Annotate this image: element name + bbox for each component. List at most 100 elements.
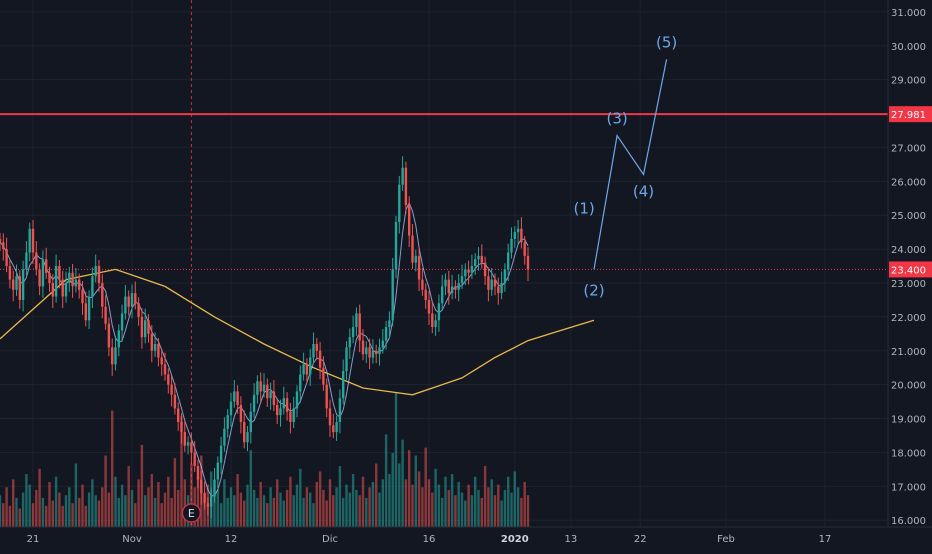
candle-body bbox=[384, 327, 388, 341]
candle-body bbox=[71, 272, 74, 287]
candle-body bbox=[497, 286, 500, 294]
candle-body bbox=[233, 391, 236, 402]
volume-bar bbox=[84, 505, 87, 527]
price-axis[interactable]: 16.000 17.000 18.000 19.000 20.000 21.000 22.0… bbox=[887, 0, 932, 550]
volume-bar bbox=[157, 482, 160, 527]
price-tick-label: 23.000 bbox=[891, 279, 926, 290]
candle-body bbox=[457, 282, 460, 290]
volume-bar bbox=[12, 479, 15, 527]
candle-body bbox=[180, 421, 183, 433]
time-tick-label: Nov bbox=[122, 534, 142, 545]
volume-bar bbox=[480, 497, 483, 527]
wave-label: (5) bbox=[656, 33, 677, 51]
volume-bar bbox=[74, 463, 78, 527]
volume-bar bbox=[216, 489, 219, 527]
volume-bar bbox=[114, 476, 117, 527]
candle-body bbox=[368, 347, 371, 358]
volume-bar bbox=[104, 455, 107, 527]
candle-body bbox=[120, 313, 124, 331]
candle-body bbox=[150, 333, 153, 351]
volume-bar bbox=[101, 487, 104, 527]
candle-body bbox=[45, 259, 48, 273]
candle-body bbox=[335, 421, 338, 433]
price-tick-label: 17.000 bbox=[891, 482, 926, 493]
time-tick-label: Feb bbox=[717, 534, 735, 545]
volume-bar bbox=[299, 468, 302, 527]
volume-bar bbox=[305, 487, 309, 527]
volume-bar bbox=[170, 497, 173, 527]
candle-body bbox=[295, 391, 299, 409]
volume-bar bbox=[150, 474, 153, 527]
time-tick-label: Dic bbox=[322, 534, 338, 545]
volume-bar bbox=[78, 497, 81, 527]
candle-body bbox=[328, 408, 332, 426]
candle-body bbox=[91, 276, 94, 297]
candle-body bbox=[464, 269, 467, 277]
event-badge-label: E bbox=[188, 507, 195, 520]
candle-body bbox=[411, 235, 414, 263]
candle-body bbox=[520, 228, 523, 243]
candle-body bbox=[163, 364, 167, 375]
candle-body bbox=[2, 242, 5, 250]
wave-label: (3) bbox=[606, 110, 627, 128]
volume-bar bbox=[219, 503, 223, 527]
volume-bar bbox=[144, 495, 147, 527]
candle-body bbox=[259, 381, 262, 392]
candle-body bbox=[381, 340, 384, 348]
volume-bar bbox=[447, 489, 450, 527]
candle-body bbox=[97, 266, 101, 283]
volume-bar bbox=[318, 471, 322, 527]
candle-body bbox=[256, 381, 259, 395]
time-axis[interactable]: 21 Nov 12 Dic 16 2020 13 22 Feb 17 bbox=[0, 526, 932, 550]
candle-body bbox=[467, 269, 470, 273]
volume-bar bbox=[256, 497, 259, 527]
candle-body bbox=[309, 357, 312, 375]
candle-body bbox=[140, 316, 144, 338]
volume-bar bbox=[312, 503, 315, 527]
volume-bar bbox=[0, 495, 2, 527]
candle-body bbox=[477, 255, 480, 260]
volume-bar bbox=[411, 484, 414, 527]
candle-body bbox=[371, 350, 375, 358]
candle-body bbox=[243, 421, 246, 443]
price-tick-label: 29.000 bbox=[891, 76, 926, 87]
candle-body bbox=[417, 255, 421, 280]
volume-bar bbox=[18, 508, 21, 527]
volume-bar bbox=[68, 487, 71, 527]
horizontal-levels bbox=[0, 113, 888, 270]
volume-bar bbox=[21, 492, 25, 527]
volume-bar bbox=[421, 487, 424, 527]
volume-bar bbox=[503, 489, 507, 527]
candle-body bbox=[513, 232, 516, 239]
volume-bar bbox=[38, 468, 41, 527]
volume-bar bbox=[173, 458, 177, 527]
volume-bar bbox=[259, 482, 262, 527]
candle-body bbox=[318, 350, 322, 368]
candle-body bbox=[210, 496, 213, 507]
candle-body bbox=[177, 408, 180, 422]
volume-bar bbox=[262, 495, 266, 527]
price-tick-label: 19.000 bbox=[891, 415, 926, 426]
candle-body bbox=[338, 398, 342, 422]
candle-body bbox=[523, 242, 526, 256]
volume-bar bbox=[266, 503, 269, 527]
time-tick-label: 17 bbox=[819, 534, 832, 545]
candle-body bbox=[431, 313, 434, 328]
candle-body bbox=[332, 425, 335, 433]
candle-body bbox=[153, 343, 157, 351]
candle-body bbox=[365, 347, 368, 355]
candle-body bbox=[0, 238, 2, 243]
candle-body bbox=[8, 266, 12, 280]
volume-bar bbox=[160, 503, 163, 527]
volume-bar bbox=[163, 492, 167, 527]
candle-body bbox=[299, 374, 302, 392]
volume-bar bbox=[292, 495, 295, 527]
volume-bar bbox=[450, 474, 454, 527]
volume-bar bbox=[31, 503, 35, 527]
volume-bar bbox=[229, 487, 233, 527]
volume-bar bbox=[269, 487, 272, 527]
candle-body bbox=[219, 445, 223, 463]
price-tick-label: 22.000 bbox=[891, 313, 926, 324]
